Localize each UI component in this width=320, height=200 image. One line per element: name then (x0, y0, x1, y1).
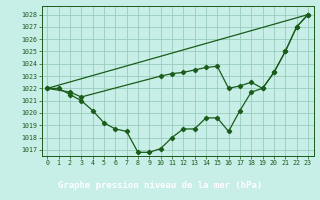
Text: Graphe pression niveau de la mer (hPa): Graphe pression niveau de la mer (hPa) (58, 181, 262, 190)
